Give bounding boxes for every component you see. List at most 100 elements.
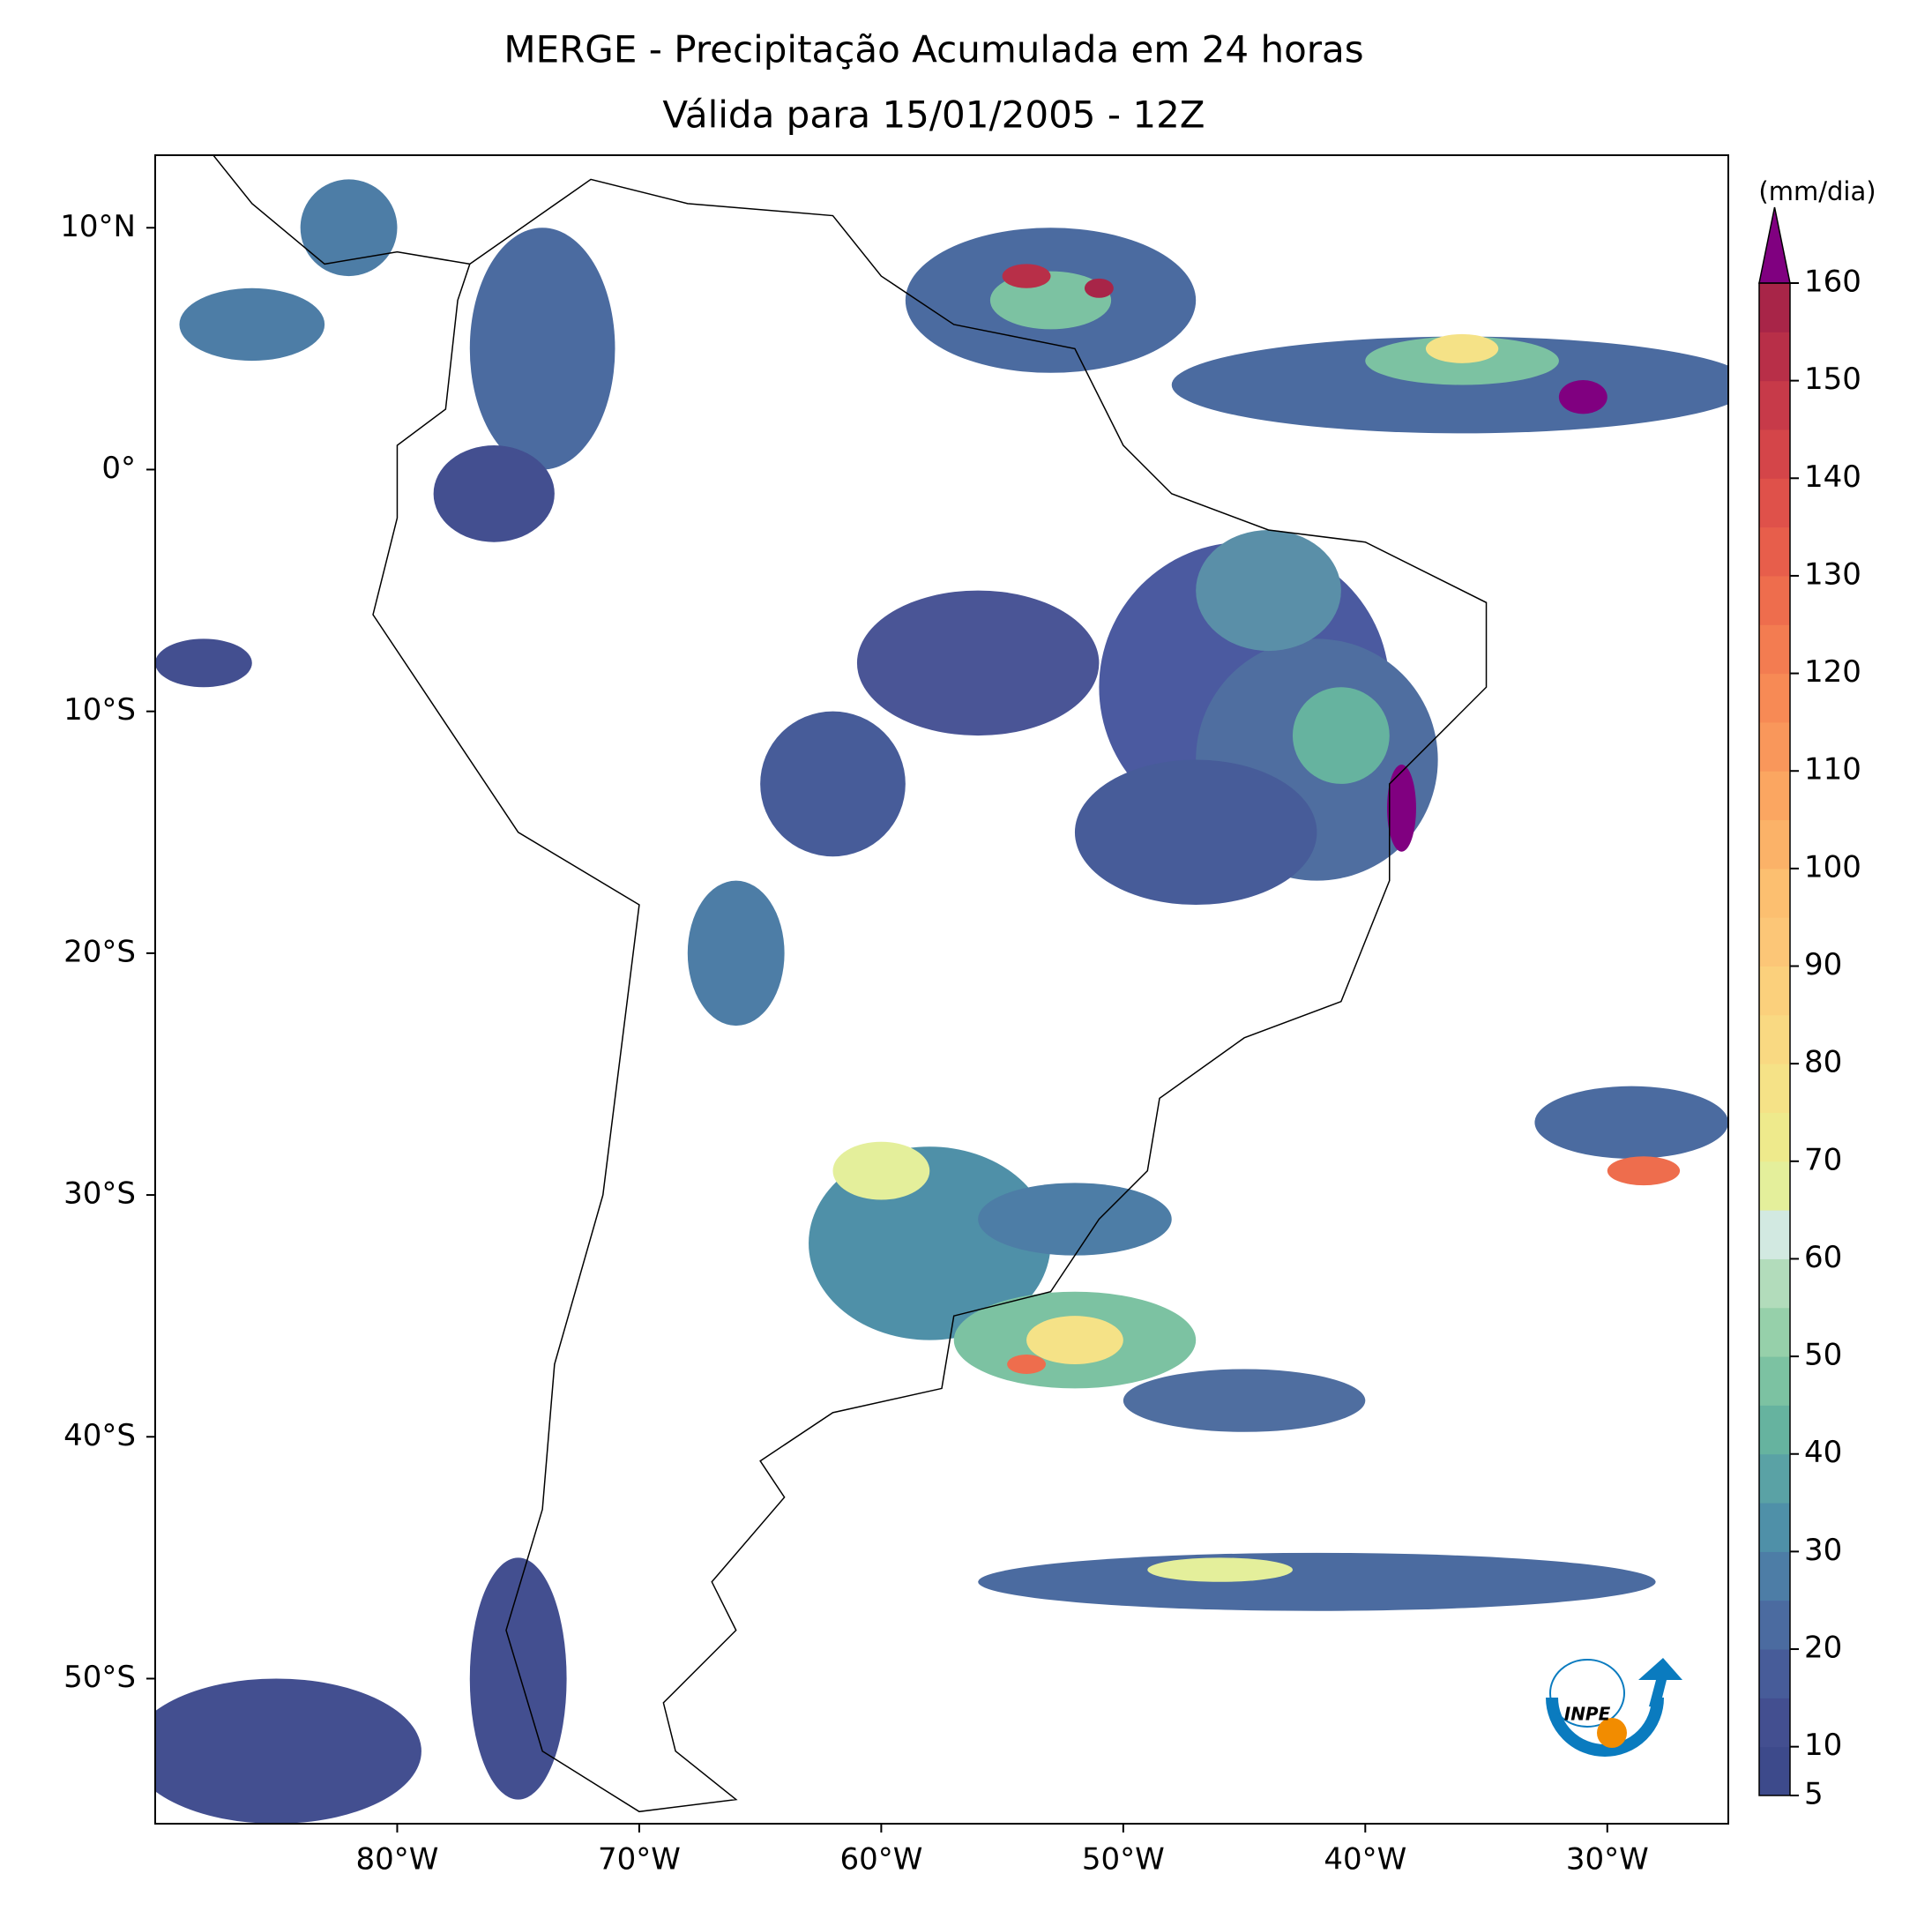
colorbar-band: [1759, 1356, 1790, 1406]
colorbar-band: [1759, 771, 1790, 821]
colorbar-tick-label: 120: [1804, 654, 1861, 690]
y-tick-label: 20°S: [63, 934, 136, 969]
coastline: [212, 155, 470, 265]
logo-arrow: [1638, 1658, 1682, 1708]
colorbar-tick-label: 110: [1804, 752, 1861, 788]
colorbar-band: [1759, 1698, 1790, 1748]
colorbar-band: [1759, 1258, 1790, 1309]
precip-area: [1387, 764, 1416, 852]
colorbar-tick-label: 60: [1804, 1240, 1842, 1275]
precip-area: [978, 1552, 1656, 1611]
coastline: [372, 178, 1488, 1813]
x-tick-label: 70°W: [598, 1842, 681, 1877]
precip-area: [1007, 1355, 1047, 1374]
logo-arc: [1546, 1697, 1664, 1757]
precip-area: [1534, 1086, 1728, 1159]
precip-area: [433, 445, 555, 542]
colorbar-band: [1759, 575, 1790, 625]
precip-area: [1084, 278, 1114, 298]
precip-area: [978, 1183, 1172, 1256]
colorbar-band: [1759, 526, 1790, 577]
subtitle: Válida para 15/01/2005 - 12Z: [662, 93, 1205, 137]
x-tick-label: 80°W: [356, 1842, 439, 1877]
precip-area: [469, 228, 615, 470]
precip-area: [832, 1141, 930, 1200]
map-area: [155, 155, 1728, 1824]
colorbar-band: [1759, 1064, 1790, 1113]
colorbar-band: [1759, 429, 1790, 479]
y-tick-label: 50°S: [63, 1660, 136, 1695]
logo-text: INPE: [1564, 1704, 1611, 1725]
x-tick-label: 30°W: [1566, 1842, 1649, 1877]
colorbar-band: [1759, 380, 1790, 430]
y-tick-label: 40°S: [63, 1418, 136, 1453]
colorbar-tick-label: 130: [1804, 556, 1861, 592]
colorbar-band: [1759, 966, 1790, 1016]
colorbar-band: [1759, 332, 1790, 382]
colorbar-tick-label: 90: [1804, 947, 1842, 982]
colorbar-band: [1759, 624, 1790, 675]
colorbar-extend: [1758, 206, 1791, 284]
precip-area: [155, 1678, 421, 1824]
colorbar-band: [1759, 819, 1790, 870]
logo: INPE: [1546, 1658, 1682, 1757]
precip-area: [155, 638, 252, 688]
colorbar-band: [1759, 868, 1790, 918]
precip-area: [760, 711, 906, 857]
colorbar-tick-label: 80: [1804, 1045, 1842, 1080]
y-tick-label: 30°S: [63, 1176, 136, 1212]
logo-ring: [1549, 1659, 1625, 1728]
colorbar-tick-label: 20: [1804, 1631, 1842, 1666]
precip-area: [687, 880, 785, 1026]
colorbar-band: [1759, 1210, 1790, 1259]
colorbar-band: [1759, 1649, 1790, 1698]
colorbar-tick-label: 100: [1804, 849, 1861, 885]
colorbar-tick-label: 10: [1804, 1728, 1842, 1763]
colorbar-tick-label: 40: [1804, 1435, 1842, 1470]
colorbar-band: [1759, 1453, 1790, 1504]
precip-area: [1425, 333, 1499, 363]
colorbar-band: [1759, 1112, 1790, 1162]
colorbar-band: [1759, 283, 1790, 332]
y-tick-label: 0°: [101, 451, 136, 486]
colorbar-band: [1759, 1551, 1790, 1601]
x-tick-label: 60°W: [839, 1842, 922, 1877]
colorbar-band: [1759, 1746, 1790, 1796]
colorbar-tick-label: 30: [1804, 1533, 1842, 1568]
y-tick-label: 10°S: [63, 692, 136, 728]
colorbar-band: [1759, 1307, 1790, 1357]
colorbar-tick-label: 50: [1804, 1338, 1842, 1373]
colorbar-band: [1759, 1600, 1790, 1650]
title: MERGE - Precipitação Acumulada em 24 hor…: [504, 28, 1363, 71]
precip-area: [1074, 759, 1317, 906]
colorbar-tick-label: 160: [1804, 265, 1861, 300]
precip-area: [1607, 1156, 1681, 1186]
precip-area: [1292, 687, 1390, 784]
colorbar-band: [1759, 1014, 1790, 1064]
precip-area: [179, 287, 325, 362]
colorbar-band: [1759, 1405, 1790, 1455]
logo-sun: [1597, 1718, 1627, 1748]
colorbar-frame: [1758, 282, 1791, 1796]
colorbar-tick-label: 70: [1804, 1142, 1842, 1177]
precip-area: [1002, 264, 1051, 288]
precip-area: [1196, 530, 1341, 652]
colorbar-tick-label: 5: [1804, 1777, 1824, 1812]
colorbar-tick-label: 140: [1804, 459, 1861, 495]
precip-area: [300, 179, 398, 277]
colorbar-band: [1759, 673, 1790, 723]
precip-area: [1558, 380, 1608, 414]
plot-frame: [154, 154, 1729, 1825]
precip-area: [469, 1557, 567, 1800]
y-tick-label: 10°N: [60, 209, 136, 244]
precip-area: [1123, 1369, 1366, 1432]
x-tick-label: 40°W: [1324, 1842, 1406, 1877]
colorbar-band: [1759, 917, 1790, 967]
precip-area: [1147, 1557, 1293, 1582]
colorbar-band: [1759, 1503, 1790, 1552]
precip-area: [856, 590, 1100, 736]
colorbar-tick-label: 150: [1804, 362, 1861, 397]
x-tick-label: 50°W: [1082, 1842, 1165, 1877]
precip-area: [1026, 1316, 1123, 1365]
